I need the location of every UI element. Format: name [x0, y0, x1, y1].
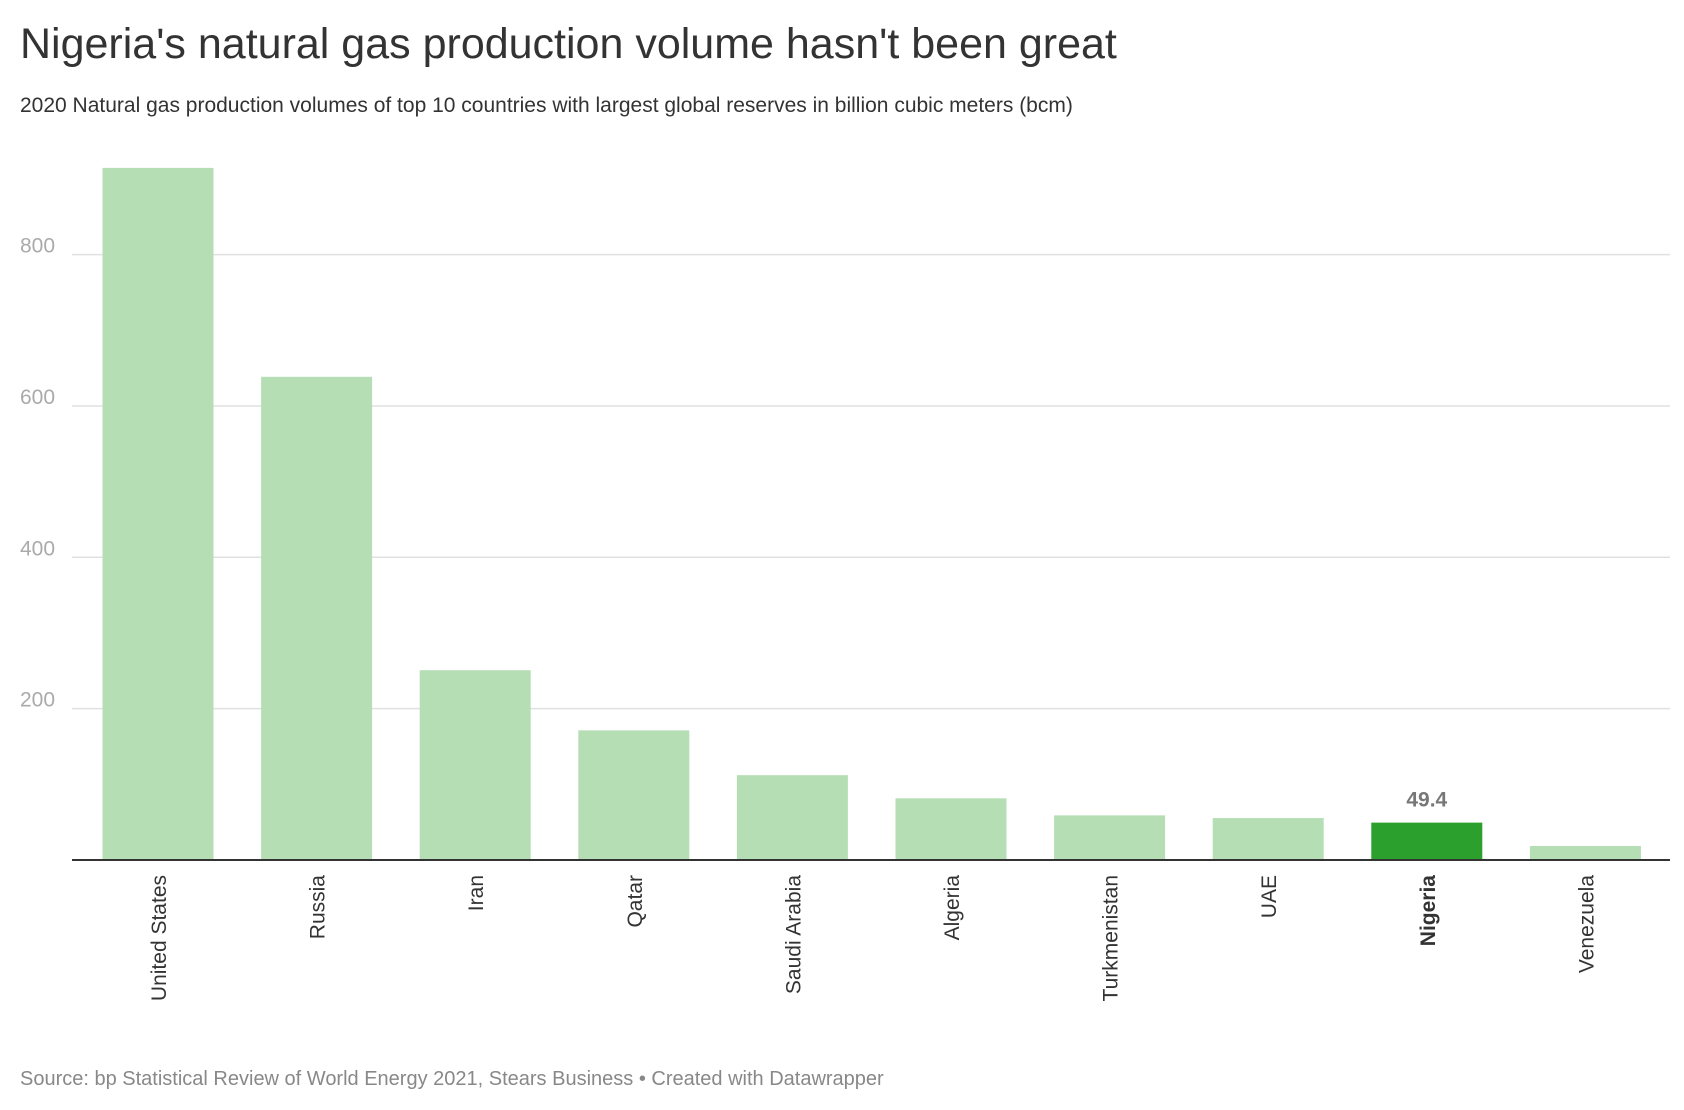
data-label-nigeria: 49.4 [1406, 789, 1447, 812]
x-tick-label: Turkmenistan [1100, 875, 1123, 1001]
bar-algeria [895, 798, 1007, 860]
y-tick-label: 400 [20, 537, 55, 560]
chart-title: Nigeria's natural gas production volume … [20, 20, 1117, 68]
bar-saudi-arabia [736, 775, 848, 860]
y-tick-label: 600 [20, 386, 55, 409]
bars [102, 167, 1641, 861]
bar-russia [261, 376, 373, 860]
bar-qatar [578, 730, 690, 860]
x-tick-label: Nigeria [1417, 875, 1440, 947]
bar-nigeria [1371, 822, 1483, 860]
bar-chart: 200 400 600 800 United States Russia Iran Qata… [20, 167, 1670, 1001]
x-tick-label: Saudi Arabia [782, 875, 805, 994]
x-tick-label: United States [148, 875, 171, 1001]
x-tick-label: Algeria [941, 875, 964, 941]
labels: United States Russia Iran Qatar Saudi Arabia… [72, 789, 1670, 1001]
y-tick-label: 200 [20, 689, 55, 712]
x-tick-label: Qatar [624, 875, 647, 928]
chart-subtitle: 2020 Natural gas production volumes of t… [20, 94, 1073, 117]
x-tick-label: Venezuela [1575, 875, 1598, 973]
x-tick-label: UAE [1258, 875, 1281, 918]
bar-united-states [102, 167, 214, 861]
y-tick-label: 800 [20, 235, 55, 258]
bar-uae [1212, 818, 1324, 860]
x-tick-label: Russia [307, 875, 330, 940]
bar-turkmenistan [1054, 815, 1166, 860]
x-tick-label: Iran [465, 875, 488, 911]
bar-iran [419, 670, 531, 860]
source-note: Source: bp Statistical Review of World E… [20, 1068, 884, 1090]
bar-venezuela [1529, 846, 1641, 860]
